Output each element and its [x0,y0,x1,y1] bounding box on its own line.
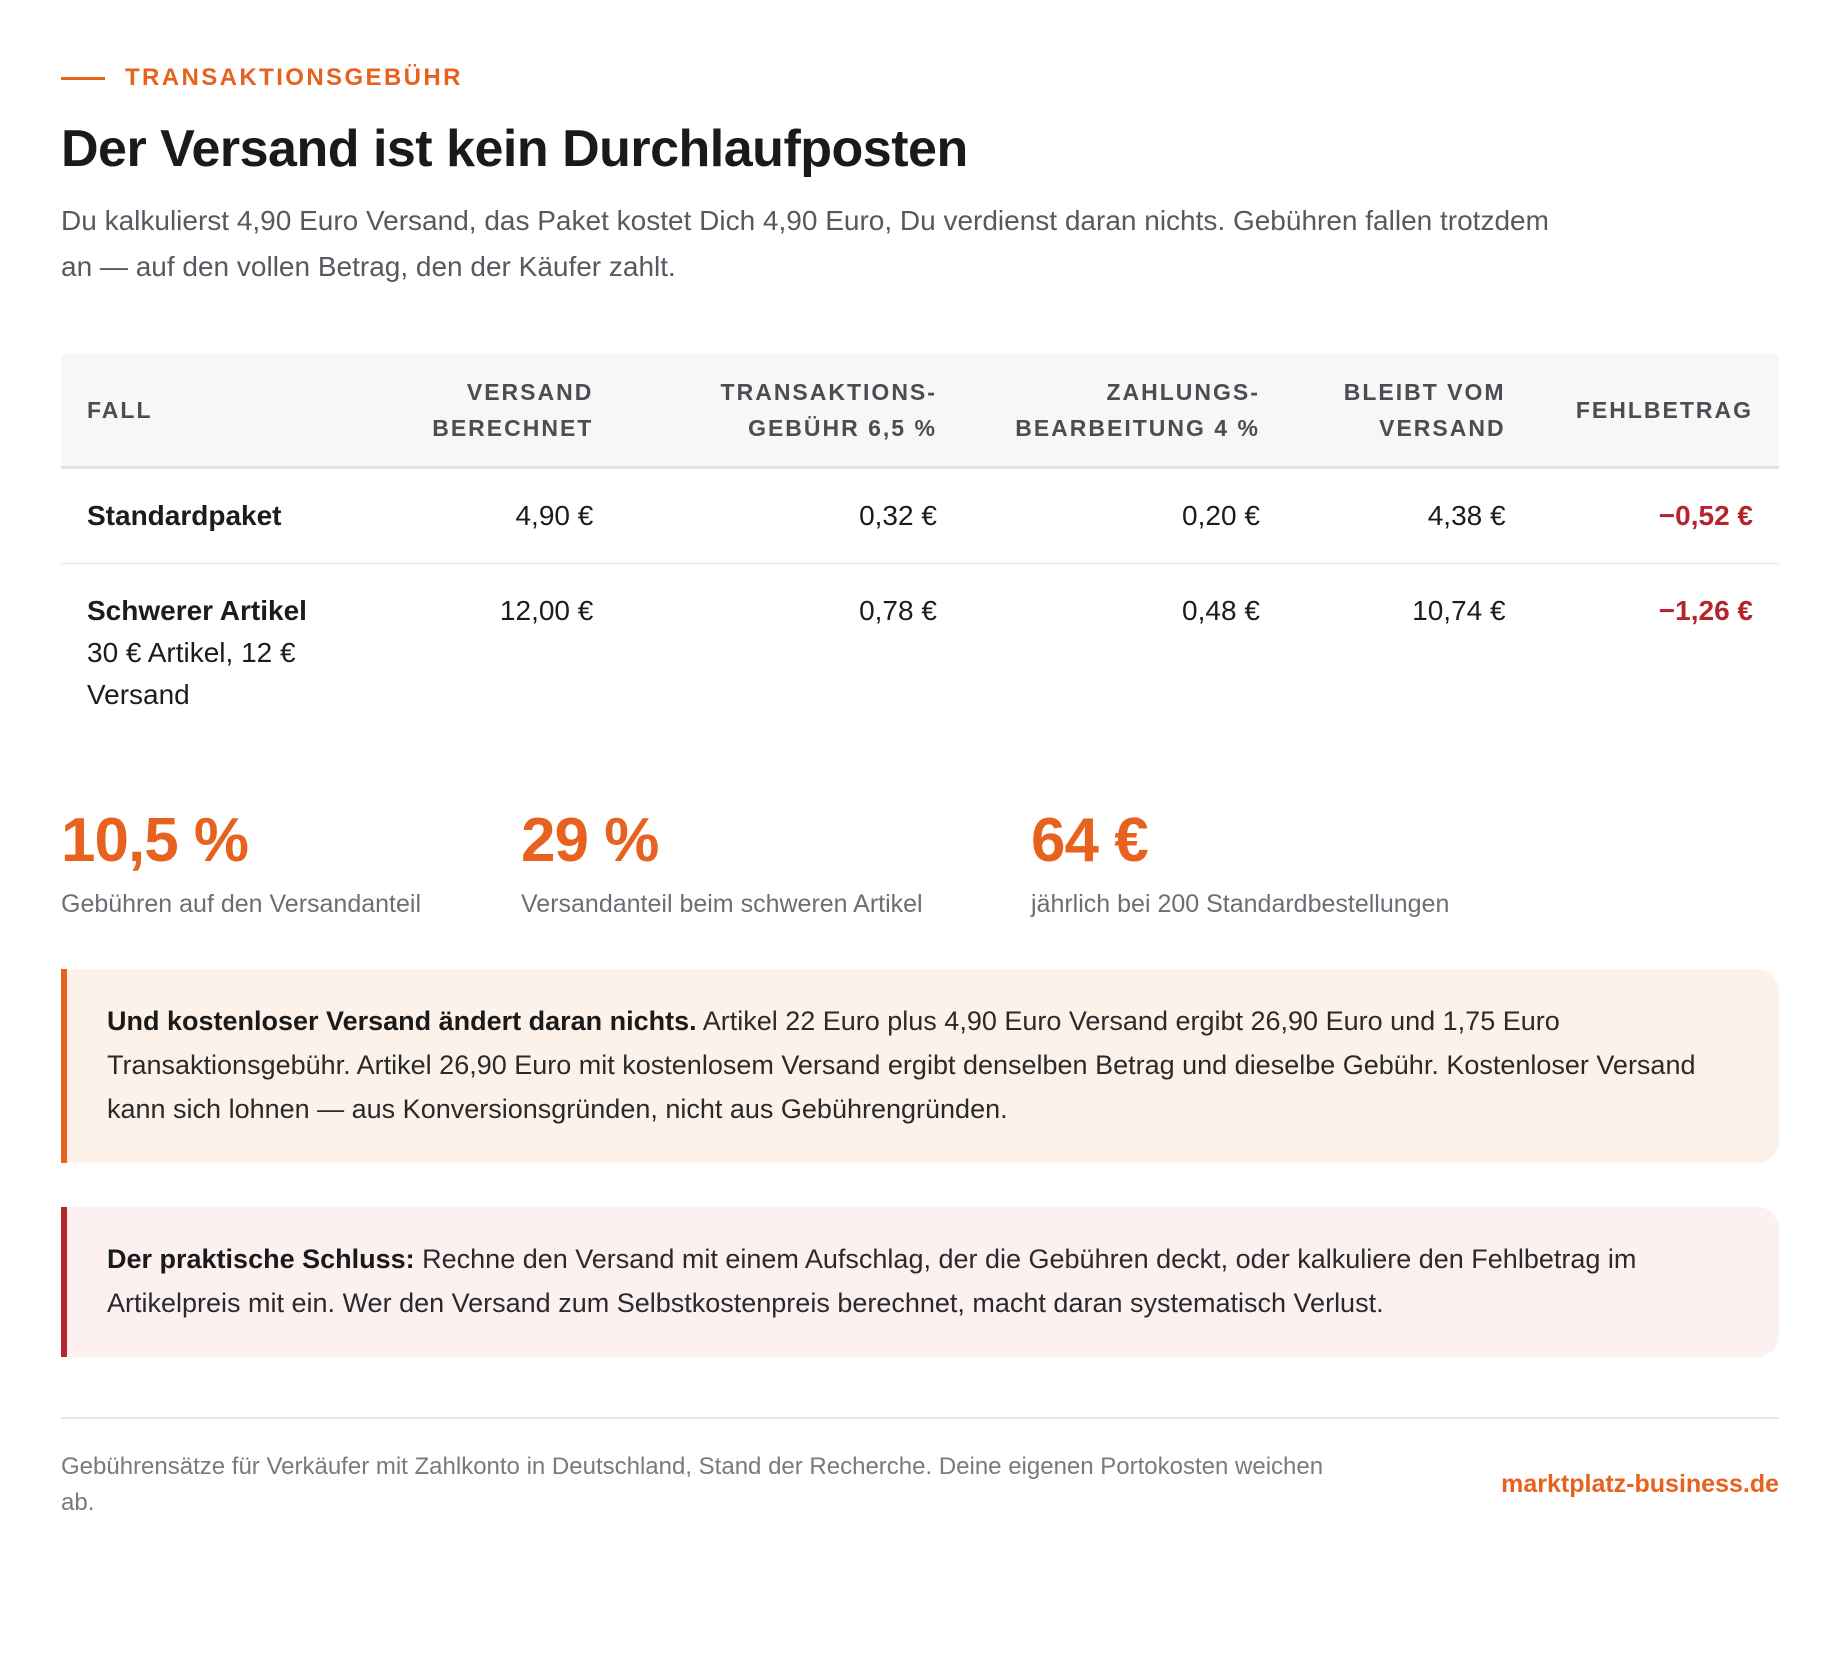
lede: Du kalkulierst 4,90 Euro Versand, das Pa… [61,204,1549,282]
cell-transaction-fee: 0,32 € [619,467,963,564]
table-row: Schwerer Artikel 30 € Artikel, 12 € Vers… [61,563,1779,742]
stat-label: Versandanteil beim schweren Artikel [521,889,923,918]
callout-text: Artikel 22 Euro plus 4,90 Euro Versand e… [107,1005,1696,1124]
header-transaction-fee: Transaktions-gebühr 6,5 % [619,353,963,469]
header-remaining: Bleibt vom Versand [1285,353,1532,469]
footer-note: Gebührensätze für Verkäufer mit Zahlkont… [61,1452,1324,1516]
header-payment-fee: Zahlungs-bearbeitung 4 % [962,353,1286,469]
case-title: Schwerer Artikel [87,594,307,626]
cell-case: Standardpaket [61,467,345,564]
header-shipping: Versand berechnet [344,353,620,469]
stat-label: jährlich bei 200 Standardbestellungen [1031,889,1450,918]
page: Transaktionsgebühr Der Versand ist kein … [0,64,1840,1521]
cell-case: Schwerer Artikel 30 € Artikel, 12 € Vers… [61,563,344,742]
page-title: Der Versand ist kein Durchlaufposten [61,120,968,178]
stat-yearly-loss: 64 € jährlich bei 200 Standardbestellung… [1031,805,1450,919]
stat-shipping-fee-share: 10,5 % Gebühren auf den Versandanteil [61,805,521,919]
stat-value: 64 € [1031,805,1149,875]
stat-value: 10,5 % [61,805,249,875]
eyebrow-text: Transaktionsgebühr [125,64,463,91]
callout-lead: Der praktische Schluss: [107,1243,415,1274]
cell-payment-fee: 0,20 € [962,467,1286,564]
cell-payment-fee: 0,48 € [1182,594,1260,626]
stats-row: 10,5 % Gebühren auf den Versandanteil 29… [61,805,1779,919]
fee-table: Fall Versand berechnet Transaktions-gebüh… [61,353,1779,742]
eyebrow: Transaktionsgebühr [61,64,1779,91]
cell-remaining: 4,38 € [1285,467,1532,564]
footer-divider [61,1416,1779,1419]
eyebrow-line [61,76,105,80]
callout-conclusion: Der praktische Schluss: Rechne den Versa… [61,1206,1779,1357]
cell-remaining: 10,74 € [1412,594,1506,626]
cell-shipping: 12,00 € [499,594,594,626]
table-header-row: Fall Versand berechnet Transaktions-gebüh… [61,353,1779,469]
stat-label: Gebühren auf den Versandanteil [61,889,421,918]
footer-brand: marktplatz-business.de [1501,1470,1779,1499]
case-title: Standardpaket [87,499,282,531]
stat-heavy-item-share: 29 % Versandanteil beim schweren Artikel [521,805,1031,919]
callout-lead: Und kostenloser Versand ändert daran nic… [107,1005,697,1036]
stat-value: 29 % [521,805,659,875]
footer: Gebührensätze für Verkäufer mit Zahlkont… [61,1449,1779,1521]
header-case: Fall [61,353,345,469]
table-row: Standardpaket 4,90 € 0,32 € 0,20 € 4,38 … [61,467,1779,564]
callout-text: Rechne den Versand mit einem Aufschlag, … [107,1243,1637,1318]
cell-shortfall: −1,26 € [1658,594,1753,626]
cell-transaction-fee: 0,78 € [859,594,937,626]
cell-shortfall: −0,52 € [1531,467,1779,564]
header-shortfall: Fehlbetrag [1531,353,1779,469]
case-subtitle: 30 € Artikel, 12 € Versand [87,636,296,710]
cell-shipping: 4,90 € [344,467,620,564]
callout-free-shipping: Und kostenloser Versand ändert daran nic… [61,968,1779,1163]
